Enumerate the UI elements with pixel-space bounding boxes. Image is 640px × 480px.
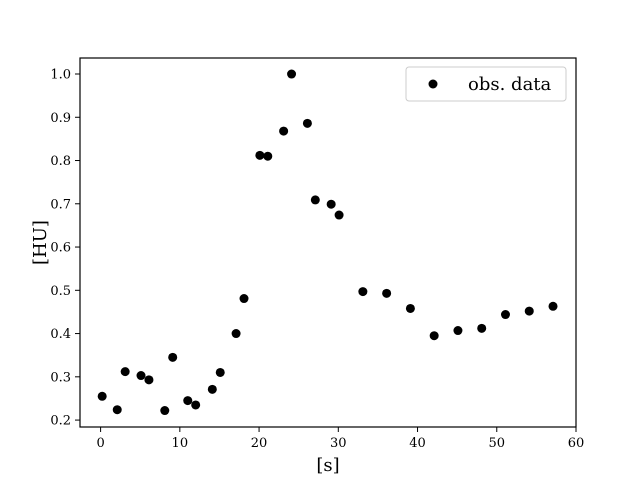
points-layer — [97, 69, 558, 416]
data-point — [97, 391, 107, 401]
y-tick-label: 0.6 — [50, 241, 71, 256]
y-tick-label: 0.8 — [50, 154, 71, 169]
data-point — [429, 331, 439, 341]
x-tick-label: 0 — [96, 436, 104, 451]
y-tick-label: 0.7 — [50, 197, 71, 212]
x-tick-label: 50 — [488, 436, 505, 451]
data-point — [358, 287, 368, 297]
data-point — [207, 384, 217, 394]
data-point — [302, 118, 312, 128]
data-point — [215, 367, 225, 377]
y-tick-label: 0.4 — [50, 327, 71, 342]
data-point — [144, 375, 154, 385]
legend: obs. data — [405, 66, 567, 102]
data-point — [477, 323, 487, 333]
legend-label: obs. data — [468, 74, 552, 95]
y-axis-label: [HU] — [30, 220, 51, 265]
data-point — [287, 69, 297, 79]
data-point — [548, 301, 558, 311]
data-point — [279, 126, 289, 136]
data-point — [160, 406, 170, 416]
data-point — [334, 210, 344, 220]
data-point — [263, 151, 273, 161]
data-point — [310, 195, 320, 205]
x-tick-label: 40 — [409, 436, 426, 451]
data-point — [239, 294, 249, 304]
data-point — [191, 400, 201, 410]
x-axis-label: [s] — [316, 455, 339, 476]
data-point — [326, 199, 336, 209]
y-tick-label: 0.5 — [50, 284, 71, 299]
y-tick-label: 1.0 — [50, 68, 71, 83]
data-point — [500, 310, 510, 320]
x-tick-label: 10 — [172, 436, 189, 451]
data-point — [231, 329, 241, 339]
x-tick-label: 20 — [251, 436, 268, 451]
data-point — [382, 288, 392, 298]
y-tick-label: 0.9 — [50, 111, 71, 126]
data-point — [453, 326, 463, 336]
data-point — [120, 367, 130, 377]
legend-box — [405, 66, 567, 102]
data-point — [168, 352, 178, 362]
data-point — [524, 306, 534, 316]
data-point — [183, 396, 193, 406]
data-point — [136, 371, 146, 381]
legend-marker — [428, 79, 438, 89]
y-tick-label: 0.2 — [50, 414, 71, 429]
x-tick-label: 30 — [330, 436, 347, 451]
data-point — [405, 303, 415, 313]
y-tick-label: 0.3 — [50, 370, 71, 385]
plot-frame — [79, 57, 577, 428]
x-tick-label: 60 — [568, 436, 585, 451]
data-point — [112, 405, 122, 415]
ticks-layer: 0 10 20 30 40 50 60 0.2 0.3 0.4 0.5 0.6 0.7 0.8 0.9 1.0 — [50, 68, 584, 451]
data-point — [255, 150, 265, 160]
